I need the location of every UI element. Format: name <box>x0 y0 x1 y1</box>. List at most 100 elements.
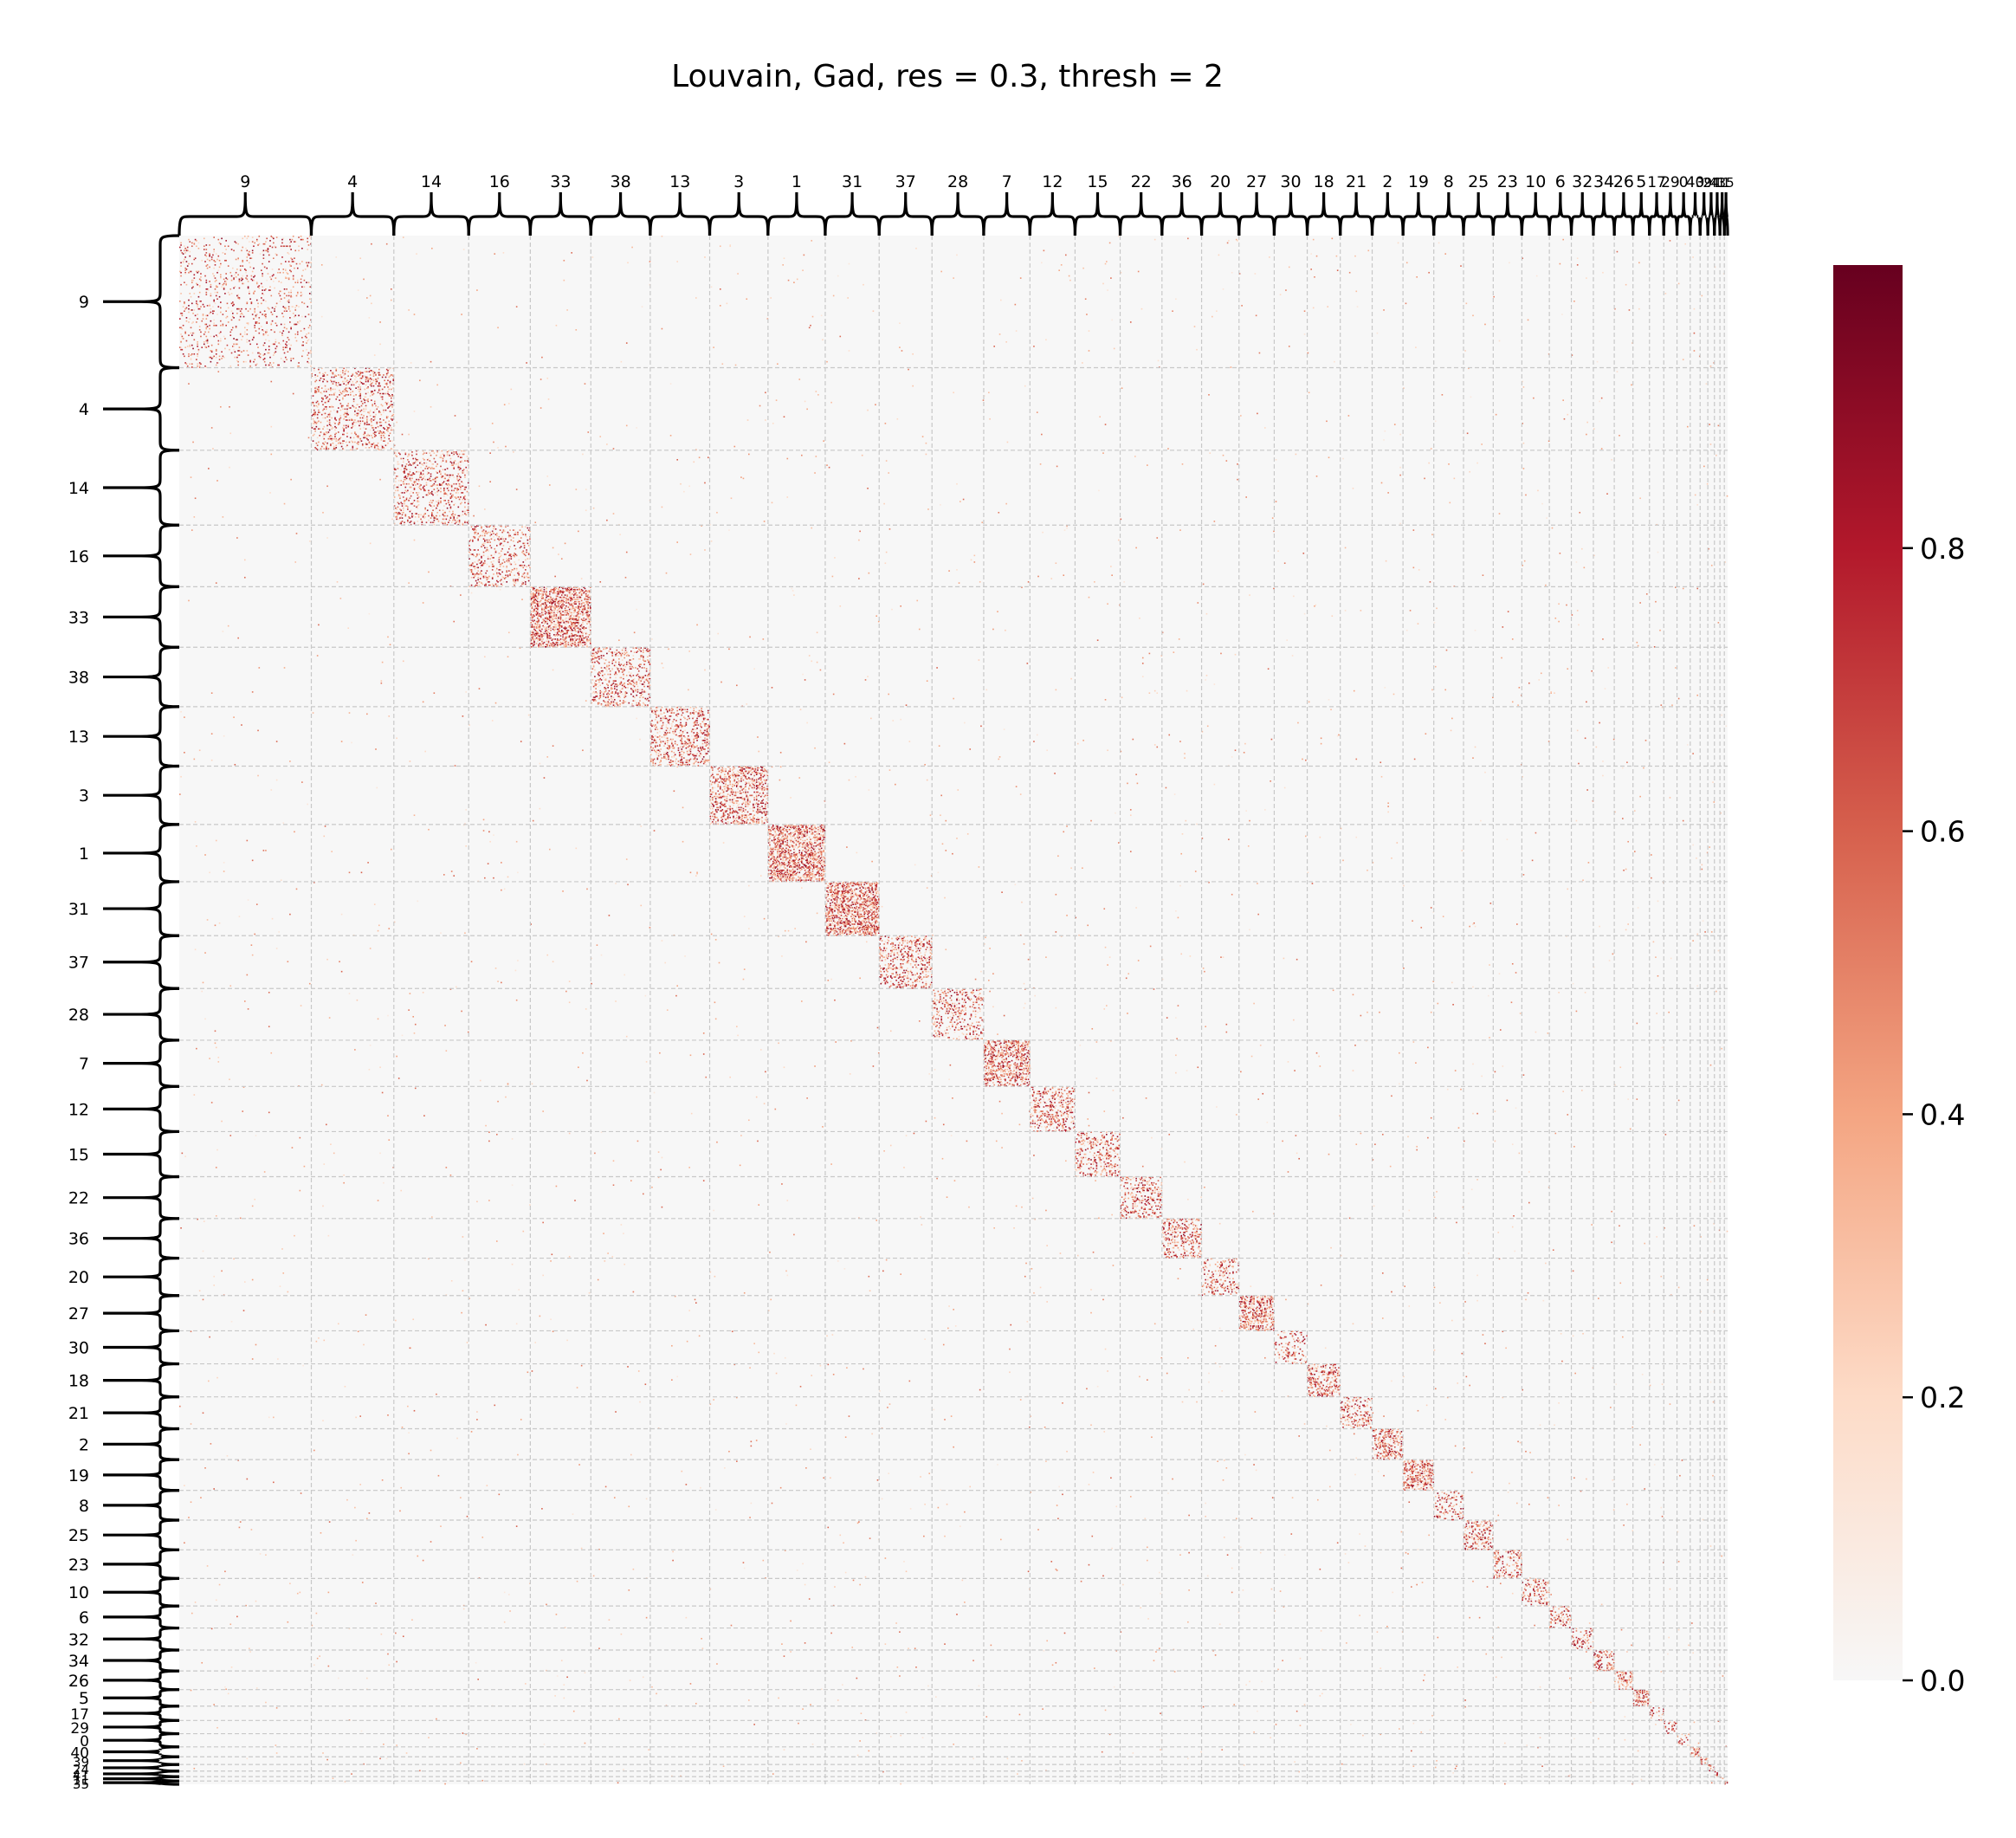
heatmap-cell <box>473 528 475 530</box>
heatmap-cell <box>205 340 208 342</box>
heatmap-cell <box>425 482 428 484</box>
heatmap-cell <box>440 490 442 493</box>
heatmap-cell <box>365 379 367 380</box>
heatmap-cell <box>539 639 541 641</box>
heatmap-cell <box>331 393 333 396</box>
heatmap-cell <box>580 618 583 620</box>
heatmap-cell <box>588 618 591 620</box>
heatmap-cell <box>570 599 572 602</box>
heatmap-cell <box>530 586 532 588</box>
heatmap-cell <box>363 398 365 400</box>
heatmap-cell <box>372 382 373 384</box>
heatmap-cell <box>404 466 407 469</box>
heatmap-cell <box>442 521 444 524</box>
heatmap-cell <box>372 372 375 375</box>
heatmap-cell <box>205 327 208 329</box>
heatmap-cell <box>596 692 598 694</box>
heatmap-cell <box>572 618 574 620</box>
heatmap-cell <box>387 386 389 388</box>
heatmap-cell <box>236 356 238 359</box>
heatmap-cell <box>588 591 591 593</box>
heatmap-cell <box>510 571 513 573</box>
heatmap-cell <box>262 354 265 356</box>
heatmap-cell <box>278 281 280 282</box>
heatmap-cell <box>357 409 359 411</box>
heatmap-cell <box>444 481 446 482</box>
heatmap-cell <box>216 335 218 338</box>
heatmap-cell <box>369 419 372 421</box>
heatmap-cell <box>352 425 354 428</box>
heatmap-cell <box>352 380 354 383</box>
heatmap-cell <box>678 754 681 757</box>
heatmap-cell <box>376 408 378 411</box>
heatmap-cell <box>273 281 275 282</box>
heatmap-cell <box>340 445 343 448</box>
heatmap-cell <box>599 692 602 694</box>
heatmap-cell <box>270 329 273 331</box>
heatmap-cell <box>351 427 352 429</box>
heatmap-cell <box>538 632 540 635</box>
heatmap-cell <box>220 320 222 322</box>
heatmap-cell <box>378 411 380 412</box>
heatmap-cell <box>359 437 362 440</box>
heatmap-cell <box>306 342 307 344</box>
heatmap-cell <box>428 489 430 492</box>
heatmap-cell <box>558 622 559 624</box>
heatmap-cell <box>215 348 217 351</box>
heatmap-cell <box>344 412 346 415</box>
heatmap-cell <box>704 740 706 741</box>
heatmap-cell <box>566 610 568 612</box>
heatmap-cell <box>564 625 566 627</box>
heatmap-cell <box>438 469 441 472</box>
heatmap-cell <box>540 616 542 618</box>
heatmap-cell <box>318 368 320 371</box>
heatmap-cell <box>651 749 653 752</box>
heatmap-cell <box>210 356 212 359</box>
heatmap-cell <box>322 377 324 379</box>
heatmap-cell <box>533 610 535 612</box>
heatmap-cell <box>296 331 299 333</box>
heatmap-cell <box>547 628 550 631</box>
heatmap-cell <box>645 699 648 701</box>
heatmap-cell <box>331 439 333 441</box>
heatmap-cell <box>265 348 267 351</box>
heatmap-cell <box>210 344 213 346</box>
heatmap-cell <box>502 576 505 579</box>
heatmap-cell <box>477 539 479 541</box>
heatmap-cell <box>286 245 288 248</box>
heatmap-cell <box>461 456 462 459</box>
heatmap-cell <box>288 291 290 294</box>
heatmap-cell <box>384 448 385 450</box>
heatmap-cell <box>215 353 217 355</box>
heatmap-cell <box>507 533 510 534</box>
heatmap-cell <box>567 606 570 608</box>
heatmap-cell <box>482 576 485 579</box>
heatmap-cell <box>326 391 327 392</box>
heatmap-cell <box>453 476 456 478</box>
heatmap-cell <box>527 576 529 579</box>
heatmap-cell <box>509 534 511 537</box>
heatmap-cell <box>525 534 527 537</box>
heatmap-cell <box>371 379 372 380</box>
heatmap-cell <box>521 575 523 578</box>
heatmap-cell <box>682 732 684 734</box>
heatmap-cell <box>400 502 403 505</box>
heatmap-cell <box>565 602 567 604</box>
heatmap-cell <box>365 442 367 444</box>
heatmap-cell <box>198 364 201 366</box>
heatmap-cell <box>472 572 474 574</box>
heatmap-cell <box>454 522 456 525</box>
heatmap-cell <box>373 436 376 437</box>
heatmap-cell <box>214 281 216 282</box>
heatmap-cell <box>367 380 369 383</box>
heatmap-cell <box>474 537 476 539</box>
heatmap-cell <box>462 450 465 452</box>
heatmap-cell <box>481 573 482 575</box>
heatmap-cell <box>366 371 368 372</box>
heatmap-cell <box>423 452 425 454</box>
heatmap-cell <box>442 522 444 525</box>
heatmap-cell <box>606 670 608 672</box>
heatmap-cell <box>461 450 462 452</box>
heatmap-cell <box>514 534 515 535</box>
heatmap-cell <box>568 618 571 620</box>
